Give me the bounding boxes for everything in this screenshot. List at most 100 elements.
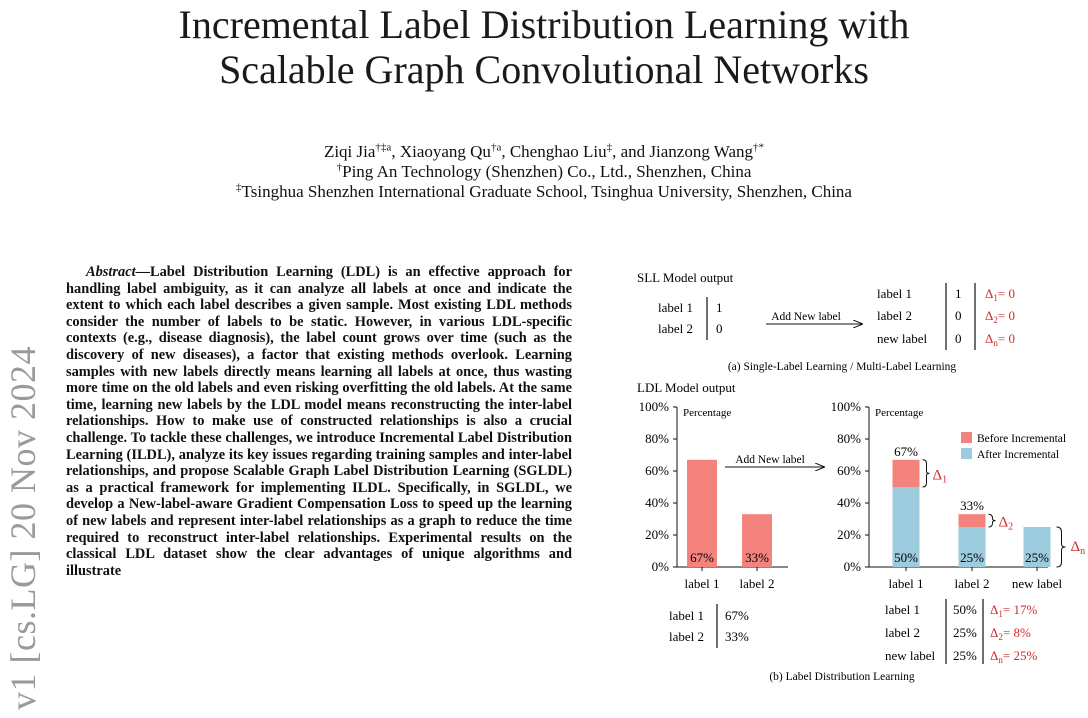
- delta-mark: Δ2: [999, 515, 1014, 533]
- legend-swatch-before: [961, 432, 972, 443]
- table-cell: 67%: [725, 608, 749, 623]
- sll-right-table: label 1 1 Δ1= 0 label 2 0 Δ2= 0 new labe…: [877, 283, 1015, 350]
- table-cell: label 2: [885, 625, 920, 640]
- x-tick-label: label 2: [739, 576, 774, 591]
- table-cell: label 2: [658, 321, 693, 336]
- y-tick-label: 0%: [652, 559, 670, 574]
- delta-cell: Δ1= 0: [985, 286, 1015, 303]
- table-cell: 0: [955, 308, 962, 323]
- paper-title: Incremental Label Distribution Learning …: [0, 2, 1088, 92]
- abstract-body: —Label Distribution Learning (LDL) is an…: [66, 264, 572, 579]
- bar-after: [958, 527, 986, 567]
- affiliation-mark: †: [336, 161, 343, 174]
- y-tick-label: 20%: [645, 527, 669, 542]
- table-cell: 0: [716, 321, 723, 336]
- bar-before: [958, 514, 986, 527]
- bar-data-label: 25%: [1025, 550, 1049, 565]
- bar-data-label: 33%: [745, 550, 769, 565]
- bar: [687, 459, 717, 567]
- delta-cell: Δn= 25%: [990, 648, 1037, 665]
- author-name: Jianzong Wang: [649, 142, 754, 161]
- y-tick-label: 60%: [837, 463, 861, 478]
- delta-cell: Δ1= 17%: [990, 602, 1037, 619]
- table-cell: new label: [877, 331, 928, 346]
- y-tick-label: 40%: [645, 495, 669, 510]
- table-cell: 0: [955, 331, 962, 346]
- bar-data-label: 25%: [960, 550, 984, 565]
- bar-before: [892, 459, 920, 487]
- legend-label: After Incremental: [977, 449, 1059, 461]
- table-cell: 50%: [953, 602, 977, 617]
- y-tick-label: 40%: [837, 495, 861, 510]
- table-cell: label 2: [669, 629, 704, 644]
- y-axis-label: Percentage: [683, 407, 731, 419]
- author-name: Xiaoyang Qu: [399, 142, 491, 161]
- y-tick-label: 100%: [831, 399, 862, 414]
- ldl-right-table: label 1 50% Δ1= 17% label 2 25% Δ2= 8% n…: [885, 599, 1037, 665]
- author-marks: †a: [490, 141, 502, 154]
- delta-brace: [1056, 526, 1066, 568]
- ldl-arrow-label: Add New label: [735, 454, 805, 466]
- x-tick-label: label 1: [684, 576, 719, 591]
- y-tick-label: 60%: [645, 463, 669, 478]
- affiliation-2: ‡Tsinghua Shenzhen International Graduat…: [0, 182, 1088, 202]
- table-cell: 1: [955, 286, 962, 301]
- x-tick-label: label 2: [954, 576, 989, 591]
- table-cell: 1: [716, 300, 723, 315]
- affiliation-text: Tsinghua Shenzhen International Graduate…: [241, 182, 852, 201]
- author-name: Ziqi Jia: [323, 142, 376, 161]
- ldl-legend: Before Incremental After Incremental: [961, 432, 1066, 461]
- sll-arrow-label: Add New label: [771, 311, 841, 323]
- table-cell: new label: [885, 648, 936, 663]
- delta-mark: Δn: [1071, 539, 1086, 557]
- table-cell: 25%: [953, 625, 977, 640]
- delta-brace: [988, 513, 996, 528]
- bar-top-label: 67%: [894, 444, 918, 459]
- bar-top-label: 33%: [960, 498, 984, 513]
- bar: [742, 514, 772, 567]
- delta-mark: Δ1: [933, 467, 948, 485]
- author-marks: †‡a: [375, 141, 392, 154]
- author-list: Ziqi Jia†‡a, Xiaoyang Qu†a, Chenghao Liu…: [323, 141, 765, 161]
- y-tick-label: 80%: [645, 431, 669, 446]
- ldl-chart-before: 0% 20% 40% 60% 80% 100% Percentage label 1 67% la…: [639, 399, 788, 591]
- delta-cell: Δn= 0: [985, 331, 1015, 348]
- ldl-caption: (b) Label Distribution Learning: [769, 671, 915, 683]
- y-axis-label: Percentage: [875, 407, 923, 419]
- author-marks: ‡: [606, 141, 613, 154]
- y-tick-label: 100%: [639, 399, 670, 414]
- sll-caption: (a) Single-Label Learning / Multi-Label …: [728, 361, 957, 373]
- y-tick-label: 0%: [844, 559, 862, 574]
- author-name: Chenghao Liu: [509, 142, 607, 161]
- delta-cell: Δ2= 8%: [990, 625, 1031, 642]
- table-cell: 25%: [953, 648, 977, 663]
- legend-swatch-after: [961, 448, 972, 459]
- ldl-chart-after: 0% 20% 40% 60% 80% 100% Percentage label 1 Δ1 67%…: [831, 399, 1086, 591]
- table-cell: label 1: [885, 602, 920, 617]
- legend-label: Before Incremental: [977, 433, 1066, 445]
- table-cell: label 1: [669, 608, 704, 623]
- affiliation-1: †Ping An Technology (Shenzhen) Co., Ltd.…: [0, 162, 1088, 182]
- affiliation-text: Ping An Technology (Shenzhen) Co., Ltd.,…: [342, 162, 752, 181]
- bar-after: [1023, 527, 1051, 567]
- x-tick-label: new label: [1012, 576, 1063, 591]
- table-cell: label 1: [658, 300, 693, 315]
- title-line-2: Scalable Graph Convolutional Networks: [219, 47, 869, 92]
- abstract: Abstract—Label Distribution Learning (LD…: [66, 264, 572, 579]
- affiliation-mark: ‡: [236, 181, 242, 194]
- bar-after: [892, 487, 920, 567]
- y-tick-label: 80%: [837, 431, 861, 446]
- bar-data-label: 67%: [690, 550, 714, 565]
- abstract-lead: Abstract: [86, 264, 136, 280]
- table-cell: label 2: [877, 308, 912, 323]
- table-cell: label 1: [877, 286, 912, 301]
- bar-data-label: 50%: [894, 550, 918, 565]
- sll-header: SLL Model output: [637, 270, 734, 285]
- ldl-header: LDL Model output: [637, 380, 736, 395]
- author-block: Ziqi Jia†‡a, Xiaoyang Qu†a, Chenghao Liu…: [0, 142, 1088, 202]
- table-cell: 33%: [725, 629, 749, 644]
- y-tick-label: 20%: [837, 527, 861, 542]
- x-tick-label: label 1: [888, 576, 923, 591]
- author-marks: †*: [753, 141, 765, 154]
